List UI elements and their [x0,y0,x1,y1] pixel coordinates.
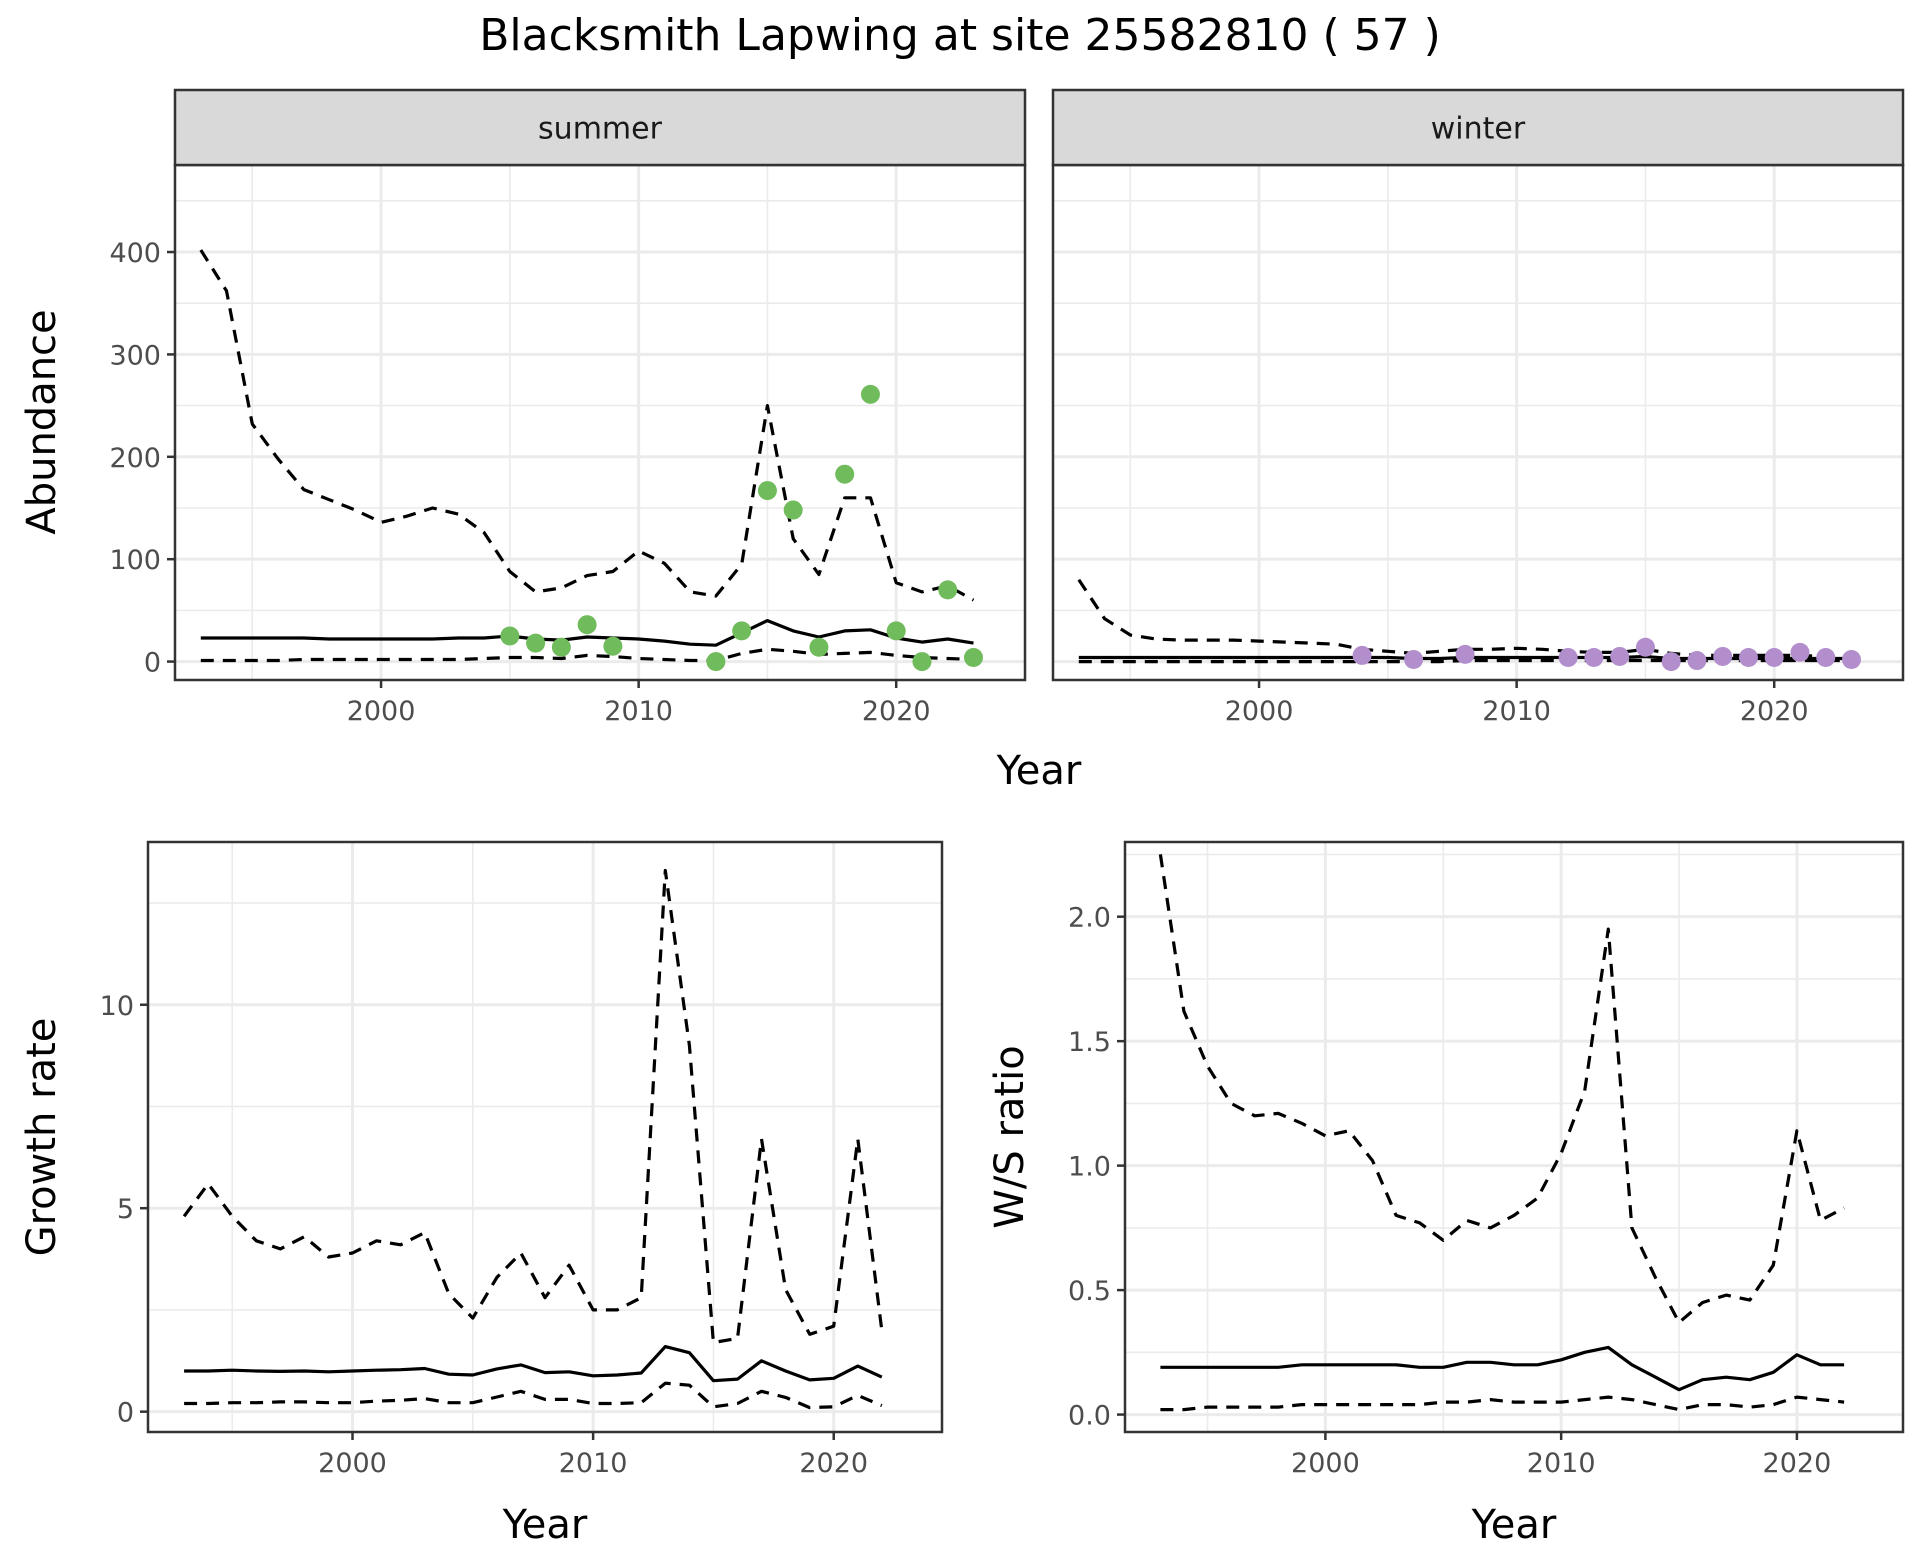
data-point [1455,644,1475,664]
data-point [500,626,520,646]
series-line-mean [184,1345,883,1383]
y-tick-label: 0.5 [1068,1276,1111,1307]
data-point [1841,650,1861,670]
x-axis-title-ratio: Year [1471,1502,1557,1548]
y-tick-label: 5 [117,1194,134,1225]
series-line-bound-1 [182,868,884,1345]
panel-winter: winter 2000 2010 2020 [1051,88,1905,727]
panel-w-s-ratio: 2000 2010 2020 0.0 0.5 1.0 1.5 2.0 [1068,840,1905,1479]
y-tick-label: 0 [117,1398,134,1429]
x-tick-label: 2020 [862,696,931,727]
data-point [1404,650,1424,670]
facet-strip [1051,88,1905,167]
data-point [1764,647,1784,667]
y-tick-label: 1.5 [1068,1027,1111,1058]
data-point [706,652,726,672]
y-axis-title-ratio: W/S ratio [987,1045,1033,1228]
data-point [551,637,571,657]
facet-strip [173,88,1027,167]
series-line-bound-2 [200,647,974,663]
y-tick-label: 400 [109,238,161,269]
data-point [886,621,906,641]
x-tick-label: 2000 [347,696,416,727]
panel-border [146,840,944,1434]
data-point [860,384,880,404]
series-line-bound-1 [199,249,975,602]
data-point [757,481,777,501]
y-tick-label: 200 [109,443,161,474]
data-point [1687,651,1707,671]
data-point [1816,647,1836,667]
series-line-mean [200,619,974,647]
panel-growth-rate: 2000 2010 2020 0 5 10 [100,840,944,1479]
x-tick-label: 2010 [559,1448,628,1479]
panel-border [1123,840,1905,1434]
data-point [1738,647,1758,667]
series-line-bound-1 [1158,854,1845,1325]
data-point [783,500,803,520]
data-point [1713,646,1733,666]
series-line-mean [1160,1345,1845,1392]
data-point [526,633,546,653]
y-tick-label: 0.0 [1068,1401,1111,1432]
x-tick-label: 2000 [1225,696,1294,727]
x-tick-label: 2020 [799,1448,868,1479]
y-tick-label: 1.0 [1068,1152,1111,1183]
data-point [938,580,958,600]
x-axis-title-top: Year [996,748,1082,794]
x-tick-label: 2020 [1740,696,1809,727]
x-tick-label: 2000 [1291,1448,1360,1479]
y-axis-title-abundance: Abundance [19,309,65,534]
y-axis-title-growth: Growth rate [19,1018,65,1257]
data-point [809,637,829,657]
data-point [1558,647,1578,667]
y-tick-label: 100 [109,545,161,576]
panel-summer: summer 2000 2010 2020 0 100 200 300 400 [109,88,1027,727]
x-tick-label: 2000 [318,1448,387,1479]
x-tick-label: 2010 [1527,1448,1596,1479]
data-point [1352,645,1372,665]
y-tick-label: 0 [144,648,161,679]
x-tick-label: 2010 [604,696,673,727]
data-point [603,636,623,656]
data-point [1635,637,1655,657]
data-point [1790,642,1810,662]
series-line-bound-2 [184,1381,883,1410]
y-tick-label: 300 [109,340,161,371]
y-tick-label: 2.0 [1068,903,1111,934]
x-axis-title-growth: Year [502,1502,588,1548]
series-line-bound-2 [1160,1395,1845,1412]
data-point [1661,652,1681,672]
data-point [835,464,855,484]
y-tick-label: 10 [100,991,134,1022]
data-point [912,652,932,672]
chart-title: Blacksmith Lapwing at site 25582810 ( 57… [479,10,1441,61]
facet-label: winter [1431,112,1526,147]
data-point [1610,646,1630,666]
data-point [1584,647,1604,667]
data-point [577,615,597,635]
data-point [732,621,752,641]
x-tick-label: 2010 [1482,696,1551,727]
facet-label: summer [538,112,663,147]
data-point [963,647,983,667]
x-tick-label: 2020 [1763,1448,1832,1479]
